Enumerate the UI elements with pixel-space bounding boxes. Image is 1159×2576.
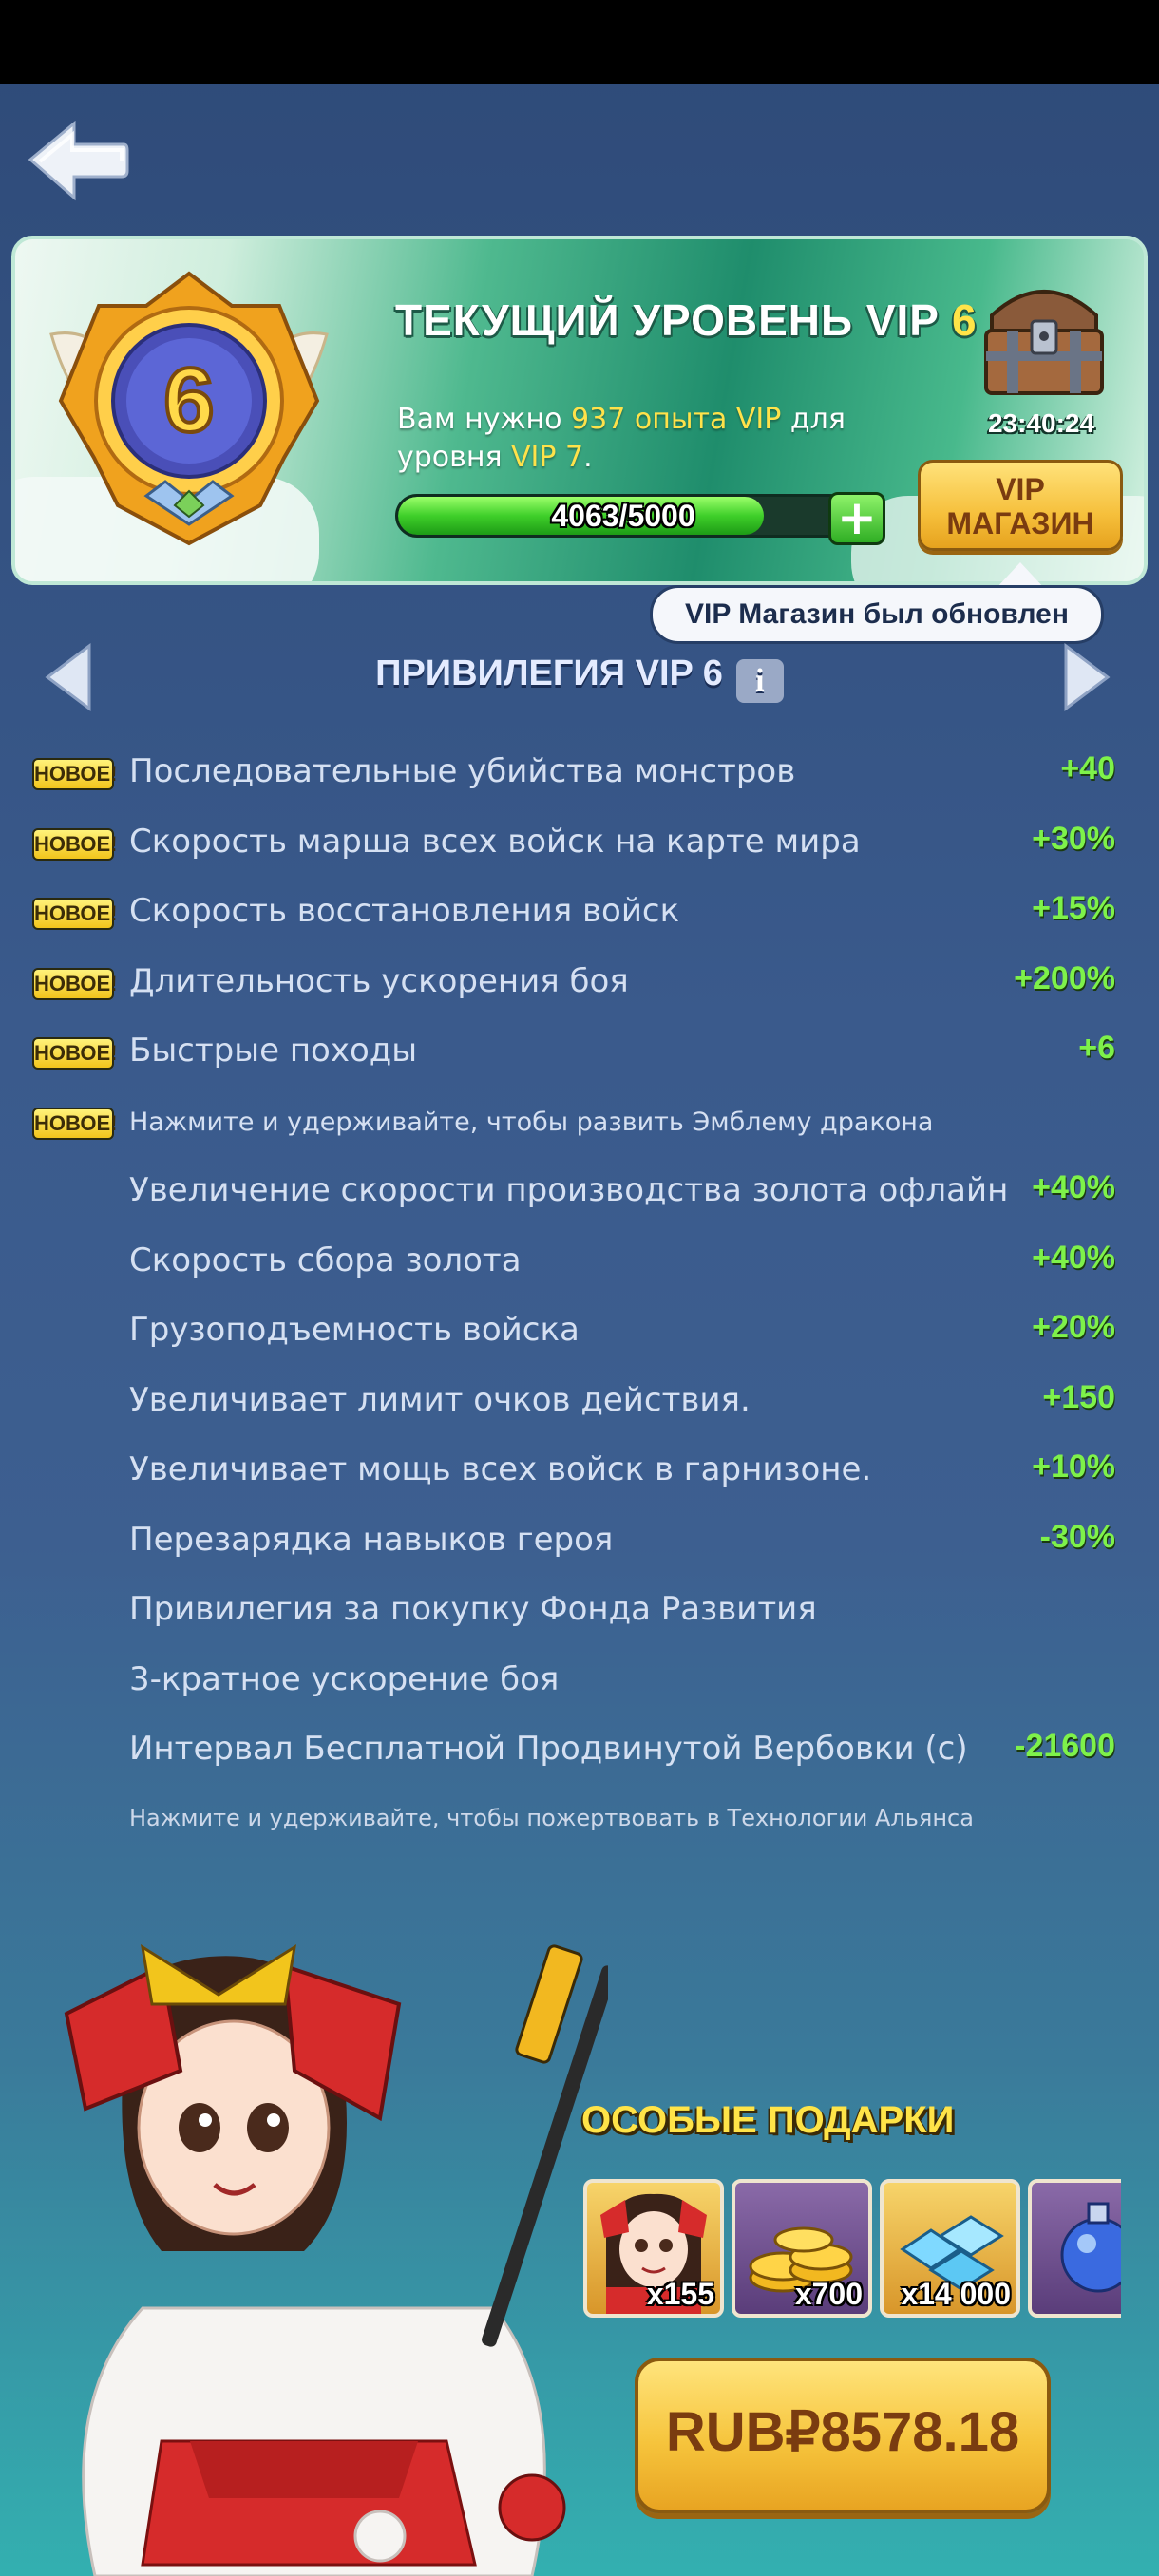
- privilege-row: Увеличение скорости производства золота …: [0, 1164, 1159, 1221]
- privilege-row: Интервал Бесплатной Продвинутой Вербовки…: [0, 1722, 1159, 1779]
- vip-shop-updated-tooltip: VIP Магазин был обновлен: [650, 585, 1104, 644]
- blue-gems-icon: [900, 2215, 1004, 2291]
- privilege-row: НОВОЕ! Скорость марша всех войск на карте…: [0, 815, 1159, 872]
- treasure-chest-icon[interactable]: [973, 277, 1115, 401]
- privilege-value: +200%: [1014, 959, 1115, 996]
- privilege-row: НОВОЕ! Скорость восстановления войск +15%: [0, 884, 1159, 941]
- vip-level-card: 6 ТЕКУЩИЙ УРОВЕНЬ VIP 6 Вам нужно 937 оп…: [11, 236, 1148, 585]
- tooltip-pointer: [996, 562, 1045, 589]
- privilege-label: Нажмите и удерживайте, чтобы развить Эмб…: [129, 1107, 934, 1137]
- privilege-row: 3-кратное ускорение боя: [0, 1653, 1159, 1710]
- vip-xp-progress-text: 4063/5000: [551, 499, 695, 533]
- privilege-label: Скорость марша всех войск на карте мира: [129, 822, 861, 861]
- privilege-value: +20%: [1032, 1309, 1115, 1345]
- vip-xp-progress-fill: [398, 497, 765, 535]
- new-badge: НОВОЕ!: [32, 758, 117, 790]
- new-badge: НОВОЕ!: [32, 898, 117, 930]
- privilege-row: НОВОЕ! Длительность ускорения боя +200%: [0, 955, 1159, 1012]
- special-gifts-strip[interactable]: x155 x700 x14 000 x1: [581, 2175, 1121, 2323]
- new-badge: НОВОЕ!: [32, 827, 117, 861]
- back-button[interactable]: [27, 118, 129, 203]
- privilege-row: Перезарядка навыков героя -30%: [0, 1513, 1159, 1570]
- privilege-row: Привилегия за покупку Фонда Развития: [0, 1582, 1159, 1639]
- privilege-row: Скорость сбора золота +40%: [0, 1234, 1159, 1291]
- privilege-row: Увеличивает мощь всех войск в гарнизоне.…: [0, 1443, 1159, 1500]
- special-gifts-title: ОСОБЫЕ ПОДАРКИ: [581, 2099, 955, 2141]
- vip-level-title: ТЕКУЩИЙ УРОВЕНЬ VIP 6: [395, 295, 978, 345]
- gift-qty: x14 000: [901, 2277, 1011, 2311]
- privilege-label: Перезарядка навыков героя: [129, 1520, 614, 1559]
- privilege-value: +40%: [1032, 1169, 1115, 1205]
- privilege-value: +40: [1060, 750, 1115, 786]
- vip-requirement-text: Вам нужно 937 опыта VIP для уровня VIP 7…: [397, 403, 846, 474]
- gift-item-gems[interactable]: x14 000: [880, 2179, 1020, 2318]
- privilege-row: НОВОЕ! Нажмите и удерживайте, чтобы разви…: [0, 1094, 1159, 1151]
- vip-xp-progress-bar: 4063/5000: [395, 494, 851, 538]
- vip-shop-label-line2: МАГАЗИН: [946, 506, 1094, 540]
- privilege-row: НОВОЕ! Быстрые походы +6: [0, 1024, 1159, 1081]
- info-button[interactable]: i: [735, 659, 784, 703]
- privilege-row: Грузоподъемность войска +20%: [0, 1303, 1159, 1360]
- privilege-value: +6: [1078, 1030, 1115, 1066]
- svg-text:6: 6: [163, 350, 214, 451]
- privilege-label: Быстрые походы: [129, 1032, 418, 1070]
- privilege-row: Увеличивает лимит очков действия. +150: [0, 1373, 1159, 1430]
- privilege-value: -21600: [1015, 1728, 1115, 1764]
- privilege-label: Увеличение скорости производства золота …: [129, 1171, 1009, 1209]
- privilege-label: Последовательные убийства монстров: [129, 752, 796, 790]
- gift-item-potion[interactable]: x1: [1028, 2179, 1121, 2318]
- privilege-label: Увеличивает лимит очков действия.: [129, 1380, 750, 1419]
- potion-icon: [1060, 2202, 1121, 2293]
- hero-portrait-icon: [600, 2193, 707, 2314]
- alliance-tech-note: Нажмите и удерживайте, чтобы пожертвоват…: [129, 1805, 974, 1831]
- privilege-value: +30%: [1032, 820, 1115, 857]
- privilege-label: Привилегия за покупку Фонда Развития: [129, 1590, 817, 1628]
- privilege-value: +10%: [1032, 1449, 1115, 1485]
- hero-girl-illustration: [64, 1943, 608, 2576]
- vip-shop-button[interactable]: VIP МАГАЗИН: [918, 460, 1123, 551]
- gift-item-gold[interactable]: x700: [732, 2179, 872, 2318]
- purchase-button[interactable]: RUB₽8578.18: [635, 2358, 1051, 2513]
- add-vip-xp-button[interactable]: +: [828, 492, 885, 545]
- new-badge: НОВОЕ!: [32, 1107, 117, 1140]
- gold-coins-icon: [749, 2226, 853, 2293]
- new-badge: НОВОЕ!: [32, 1037, 117, 1070]
- next-level-arrow-icon[interactable]: [1060, 642, 1113, 712]
- privilege-value: +40%: [1032, 1239, 1115, 1276]
- privilege-label: Длительность ускорения боя: [129, 961, 629, 1000]
- gift-item-hero[interactable]: x155: [583, 2179, 724, 2318]
- privilege-label: 3-кратное ускорение боя: [129, 1659, 560, 1698]
- privilege-value: -30%: [1039, 1518, 1115, 1555]
- privilege-row: НОВОЕ! Последовательные убийства монстров…: [0, 745, 1159, 802]
- gift-qty: x155: [646, 2277, 714, 2311]
- vip-shop-label-line1: VIP: [996, 472, 1045, 506]
- back-arrow-icon: [28, 120, 129, 201]
- privilege-value: +15%: [1032, 890, 1115, 926]
- privilege-value: +150: [1042, 1378, 1115, 1415]
- privilege-label: Грузоподъемность войска: [129, 1311, 580, 1349]
- privilege-label: Скорость восстановления войск: [129, 892, 680, 930]
- status-bar: [0, 0, 1159, 84]
- privilege-label: Скорость сбора золота: [129, 1241, 522, 1279]
- new-badge: НОВОЕ!: [32, 967, 117, 1000]
- vip-badge-icon: 6: [49, 271, 329, 546]
- privilege-label: Увеличивает мощь всех войск в гарнизоне.: [129, 1450, 872, 1488]
- vip-shop-timer: 23:40:24: [987, 408, 1095, 438]
- prev-level-arrow-icon[interactable]: [42, 642, 95, 712]
- privilege-label: Интервал Бесплатной Продвинутой Вербовки…: [129, 1730, 968, 1768]
- gift-qty: x700: [794, 2277, 863, 2311]
